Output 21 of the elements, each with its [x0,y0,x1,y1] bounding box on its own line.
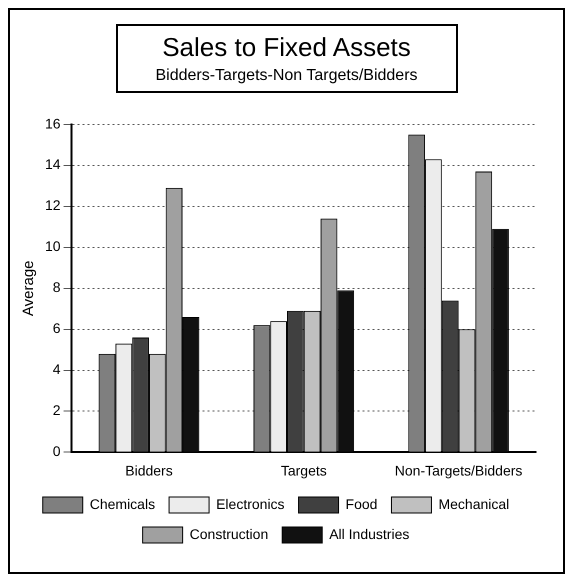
legend-label: Mechanical [438,496,510,512]
legend-label: Food [346,496,378,512]
y-tick-label: 16 [44,115,61,132]
y-tick-label: 10 [44,238,61,254]
y-tick-label: 0 [52,443,61,460]
y-axis-title: Average [20,260,38,316]
x-tick-label: Non-Targets/Bidders [394,462,522,478]
y-tick-label: 14 [44,156,61,172]
y-tick-label: 4 [52,361,61,378]
legend-label: Electronics [216,496,285,512]
y-tick-label: 6 [52,320,61,336]
y-tick-label: 2 [52,402,61,418]
chart-subtitle: Bidders-Targets-Non Targets/Bidders [154,67,419,85]
x-tick-label: Targets [280,462,327,478]
x-tick-label: Bidders [125,462,173,478]
y-tick-label: 12 [44,197,61,214]
legend-label: Construction [190,526,268,542]
legend-label: Chemicals [90,496,156,512]
chart-title: Sales to Fixed Assets [161,32,412,63]
y-tick-label: 8 [52,279,61,296]
legend-label: All Industries [329,526,410,542]
